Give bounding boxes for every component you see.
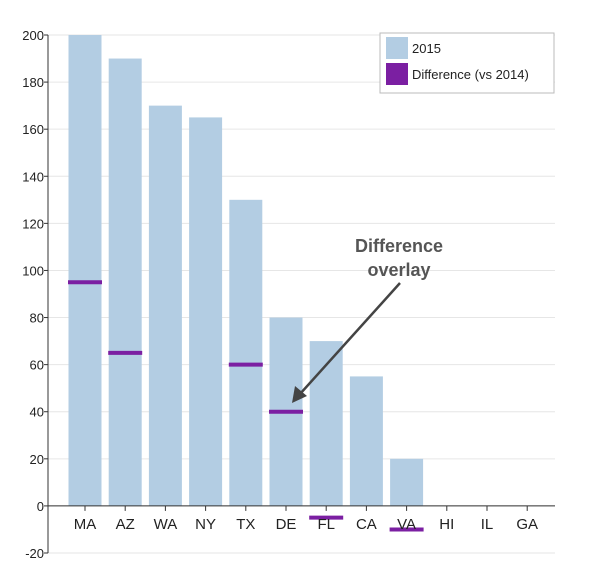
legend-box bbox=[379, 32, 555, 94]
bar-az bbox=[108, 58, 142, 506]
y-tick-label: 20 bbox=[30, 452, 44, 467]
x-tick-label-ny: NY bbox=[195, 516, 216, 533]
y-tick-label: 100 bbox=[22, 263, 44, 278]
legend-label-2015: 2015 bbox=[412, 41, 441, 56]
annotation-line-2: overlay bbox=[367, 260, 430, 280]
bar-fl bbox=[309, 341, 343, 506]
x-tick-label-il: IL bbox=[481, 516, 494, 533]
y-tick-label: 0 bbox=[37, 499, 44, 514]
bar-wa bbox=[148, 105, 182, 506]
difference-markers bbox=[68, 280, 424, 532]
legend: 2015 Difference (vs 2014) bbox=[379, 32, 555, 94]
x-tick-label-fl: FL bbox=[317, 516, 335, 533]
x-tick-label-va: VA bbox=[397, 516, 416, 533]
bar-ma bbox=[68, 35, 102, 506]
y-tick-label: 200 bbox=[22, 28, 44, 43]
y-tick-label: 120 bbox=[22, 216, 44, 231]
bar-ca bbox=[349, 376, 383, 506]
y-tick-label: 60 bbox=[30, 358, 44, 373]
legend-swatch-2015 bbox=[386, 37, 408, 59]
x-tick-label-hi: HI bbox=[439, 516, 454, 533]
x-tick-label-ca: CA bbox=[356, 516, 377, 533]
x-tick-label-wa: WA bbox=[154, 516, 178, 533]
y-axis-ticks: -20 0 20 40 60 80 100 120 140 160 180 200 bbox=[22, 28, 48, 561]
annotation-arrow-line bbox=[299, 282, 401, 395]
annotation: Difference overlay bbox=[292, 236, 443, 403]
y-tick-label: -20 bbox=[25, 546, 44, 561]
bar-tx bbox=[229, 199, 263, 506]
x-tick-label-tx: TX bbox=[236, 516, 255, 533]
bars-2015 bbox=[68, 35, 424, 506]
x-tick-label-ma: MA bbox=[74, 516, 97, 533]
y-tick-label: 80 bbox=[30, 311, 44, 326]
axes bbox=[47, 35, 555, 553]
x-axis-ticks: MA AZ WA NY TX DE FL CA VA HI IL GA bbox=[74, 505, 538, 533]
annotation-line-1: Difference bbox=[355, 236, 443, 256]
x-tick-label-az: AZ bbox=[116, 516, 135, 533]
annotation-arrowhead bbox=[292, 386, 307, 403]
legend-label-difference: Difference (vs 2014) bbox=[412, 67, 529, 82]
x-tick-label-ga: GA bbox=[516, 516, 538, 533]
legend-swatch-difference bbox=[386, 63, 408, 85]
x-tick-label-de: DE bbox=[276, 516, 297, 533]
bar-va bbox=[390, 458, 424, 506]
y-tick-label: 140 bbox=[22, 169, 44, 184]
y-tick-label: 180 bbox=[22, 75, 44, 90]
bar-ny bbox=[189, 117, 223, 506]
y-tick-label: 40 bbox=[30, 405, 44, 420]
y-tick-label: 160 bbox=[22, 122, 44, 137]
